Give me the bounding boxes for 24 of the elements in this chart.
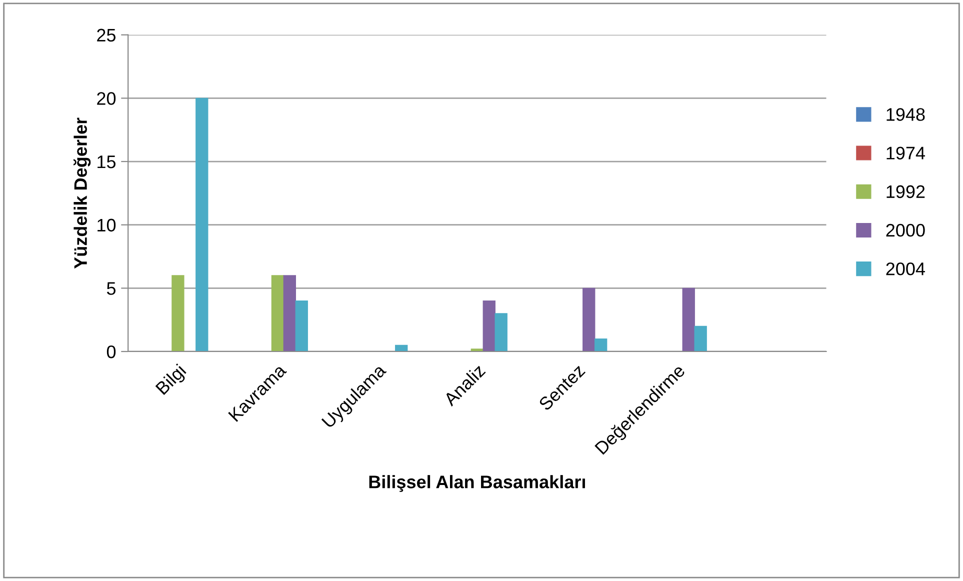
bar — [682, 288, 695, 352]
legend-label: 1992 — [886, 185, 925, 198]
bar — [196, 98, 208, 352]
legend-label: 1948 — [886, 108, 925, 121]
bar — [694, 326, 707, 352]
bar — [172, 275, 184, 352]
bar — [295, 300, 308, 352]
x-axis-title: Bilişsel Alan Basamakları — [369, 475, 585, 492]
legend-label: 1974 — [886, 146, 925, 160]
legend-label: 2000 — [886, 224, 925, 237]
y-tick-label: 15 — [98, 156, 116, 168]
bar — [594, 338, 608, 352]
bar — [582, 288, 596, 352]
y-axis-title: Yüzdelik Değerler — [74, 118, 91, 269]
bar — [494, 313, 508, 352]
bar — [482, 300, 496, 352]
legend-label: 2004 — [886, 262, 925, 276]
y-tick-label: 5 — [106, 282, 116, 295]
y-tick-label: 0 — [106, 345, 116, 358]
bar — [283, 275, 296, 352]
y-tick-label: 25 — [97, 28, 116, 42]
y-tick-label: 20 — [97, 92, 116, 105]
bar — [271, 275, 284, 352]
y-tick-label: 10 — [98, 218, 116, 232]
